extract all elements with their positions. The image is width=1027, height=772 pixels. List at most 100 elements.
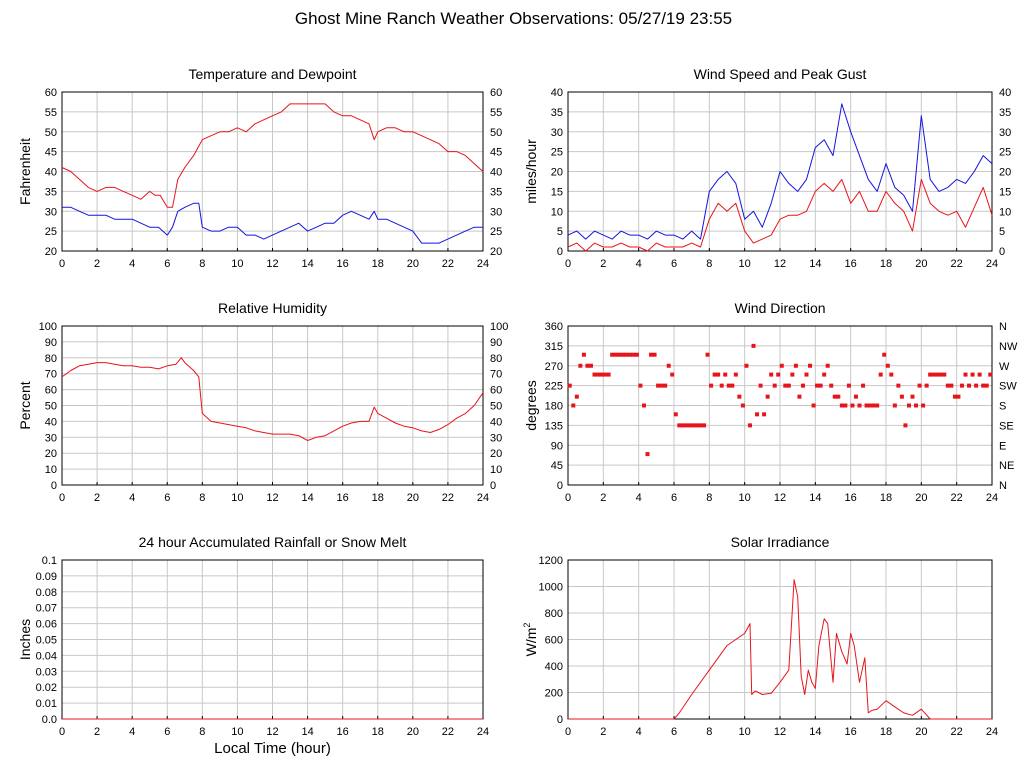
y-tick-label: 40 <box>45 167 57 179</box>
y-axis-label: W/m2 <box>522 623 539 657</box>
x-tick-label: 20 <box>915 258 927 270</box>
data-point <box>963 372 968 377</box>
y-tick-label: 0 <box>557 480 563 492</box>
y-tick-label: 600 <box>545 635 563 647</box>
x-tick-label: 24 <box>477 726 489 738</box>
series-line-blue <box>567 103 993 240</box>
x-tick-label: 2 <box>600 726 606 738</box>
x-tick-label: 8 <box>706 492 712 504</box>
y-tick-label-right: 40 <box>490 416 502 428</box>
x-tick-label: 0 <box>565 726 571 738</box>
y-tick-label-right: 5 <box>999 226 1005 238</box>
data-point <box>959 383 964 388</box>
y-tick-label: 400 <box>545 661 563 673</box>
y-tick-label-right: SW <box>999 381 1017 393</box>
data-point <box>567 383 572 388</box>
x-tick-label: 2 <box>600 258 606 270</box>
y-tick-label: 200 <box>545 688 563 700</box>
data-point <box>853 394 858 399</box>
data-point <box>956 394 961 399</box>
y-tick-label: 315 <box>545 341 563 353</box>
x-tick-label: 14 <box>809 726 821 738</box>
data-point <box>885 363 890 368</box>
data-point <box>758 383 763 388</box>
data-point <box>857 403 862 408</box>
y-tick-label-right: 40 <box>999 87 1011 99</box>
data-point <box>624 352 629 357</box>
x-tick-label: 6 <box>671 726 677 738</box>
x-tick-label: 10 <box>739 258 751 270</box>
y-tick-label: 30 <box>551 127 563 139</box>
chart-title: Solar Irradiance <box>731 534 830 550</box>
y-tick-label-right: 30 <box>490 206 502 218</box>
y-tick-label: 1000 <box>539 582 563 594</box>
data-point <box>910 394 915 399</box>
x-tick-label: 18 <box>880 726 892 738</box>
data-point <box>620 352 625 357</box>
data-point <box>627 352 632 357</box>
x-tick-label: 12 <box>266 258 278 270</box>
x-tick-label: 2 <box>94 726 100 738</box>
y-tick-label: 0.04 <box>36 650 57 662</box>
x-tick-label: 8 <box>706 726 712 738</box>
data-point <box>945 383 950 388</box>
x-tick-label: 24 <box>477 492 489 504</box>
data-point <box>691 423 696 428</box>
data-point <box>949 383 954 388</box>
x-tick-label: 12 <box>266 492 278 504</box>
data-point <box>839 403 844 408</box>
data-point <box>645 452 650 457</box>
data-point <box>769 372 774 377</box>
data-point <box>889 372 894 377</box>
series-line-red <box>61 103 484 208</box>
x-tick-label: 24 <box>986 492 998 504</box>
data-point <box>666 363 671 368</box>
x-tick-label: 18 <box>880 492 892 504</box>
y-tick-label: 15 <box>551 186 563 198</box>
x-tick-label: 14 <box>301 726 313 738</box>
data-point <box>737 394 742 399</box>
y-tick-label: 0.03 <box>36 666 57 678</box>
data-point <box>800 383 805 388</box>
x-tick-label: 24 <box>986 258 998 270</box>
data-point <box>663 383 668 388</box>
y-tick-label: 0 <box>557 714 563 726</box>
y-tick-label: 0.1 <box>42 555 57 567</box>
y-tick-label-right: 90 <box>490 337 502 349</box>
x-tick-label: 20 <box>407 726 419 738</box>
x-tick-label: 0 <box>59 726 65 738</box>
data-point <box>705 352 710 357</box>
x-tick-label: 8 <box>706 258 712 270</box>
data-point <box>846 383 851 388</box>
y-tick-label: 0 <box>557 246 563 258</box>
data-point <box>751 343 756 348</box>
y-tick-label: 90 <box>45 337 57 349</box>
data-point <box>726 383 731 388</box>
x-tick-label: 18 <box>372 258 384 270</box>
x-tick-label: 22 <box>442 492 454 504</box>
y-tick-label: 70 <box>45 369 57 381</box>
data-point <box>578 363 583 368</box>
data-point <box>723 372 728 377</box>
y-tick-label-right: 45 <box>490 147 502 159</box>
data-point <box>574 394 579 399</box>
x-tick-label: 16 <box>337 258 349 270</box>
x-tick-label: 10 <box>231 492 243 504</box>
y-tick-label: 0.08 <box>36 587 57 599</box>
x-tick-label: 8 <box>199 726 205 738</box>
y-tick-label: 55 <box>45 107 57 119</box>
data-point <box>712 372 717 377</box>
chart-title: 24 hour Accumulated Rainfall or Snow Mel… <box>139 534 407 550</box>
x-tick-label: 10 <box>739 492 751 504</box>
x-tick-label: 22 <box>442 726 454 738</box>
x-tick-label: 12 <box>774 258 786 270</box>
data-point <box>652 352 657 357</box>
data-point <box>684 423 689 428</box>
data-point <box>871 403 876 408</box>
x-tick-label: 10 <box>231 726 243 738</box>
data-point <box>942 372 947 377</box>
y-tick-label-right: 20 <box>999 167 1011 179</box>
data-point <box>581 352 586 357</box>
